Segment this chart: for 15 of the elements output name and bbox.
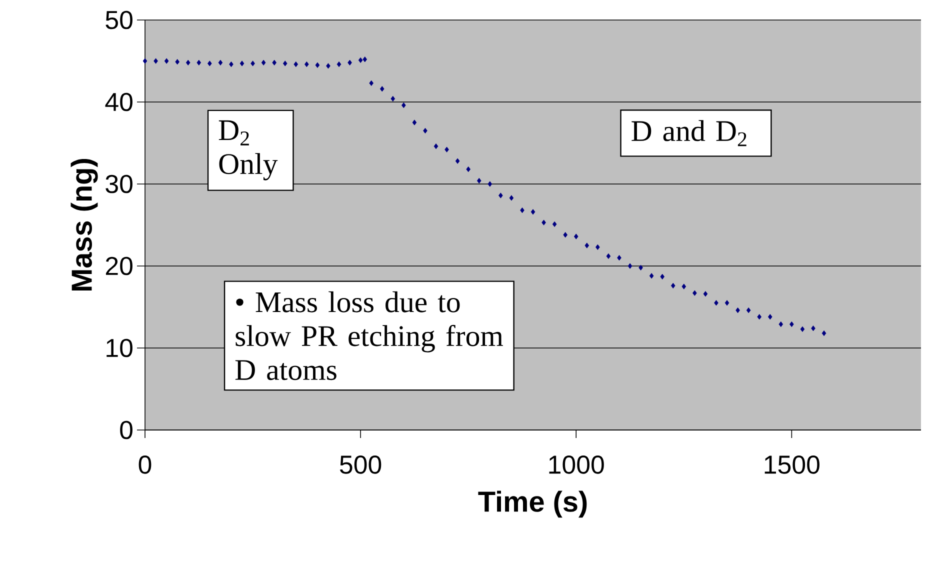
y-axis-title: Mass (ng): [70, 159, 98, 290]
y-tick-label: 40: [105, 92, 132, 112]
annotation: • Mass loss due to slow PR etching from D atoms: [235, 291, 504, 380]
annotation: D$_{2}$ Only: [218, 120, 278, 180]
y-tick-label: 20: [106, 256, 132, 276]
y-tick-label: 30: [106, 174, 132, 194]
x-axis-title: Time (s): [478, 490, 587, 518]
x-tick-label: 1500: [764, 456, 820, 474]
x-tick-label: 1000: [549, 456, 604, 474]
y-tick-label: 10: [106, 338, 132, 358]
annotation: D and D$_{2}$: [632, 120, 746, 146]
x-tick-label: 0: [138, 456, 152, 474]
x-tick-label: 500: [340, 456, 382, 474]
y-tick-label: 0: [120, 420, 132, 440]
y-tick-label: 50: [106, 10, 132, 30]
